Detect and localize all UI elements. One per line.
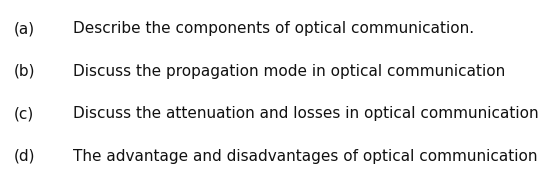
Text: (d): (d) — [13, 149, 35, 164]
Text: Discuss the attenuation and losses in optical communication: Discuss the attenuation and losses in op… — [73, 106, 538, 121]
Text: (a): (a) — [13, 21, 34, 36]
Text: (c): (c) — [13, 106, 34, 121]
Text: The advantage and disadvantages of optical communication: The advantage and disadvantages of optic… — [73, 149, 537, 164]
Text: Discuss the propagation mode in optical communication: Discuss the propagation mode in optical … — [73, 64, 505, 79]
Text: Describe the components of optical communication.: Describe the components of optical commu… — [73, 21, 474, 36]
Text: (b): (b) — [13, 64, 35, 79]
